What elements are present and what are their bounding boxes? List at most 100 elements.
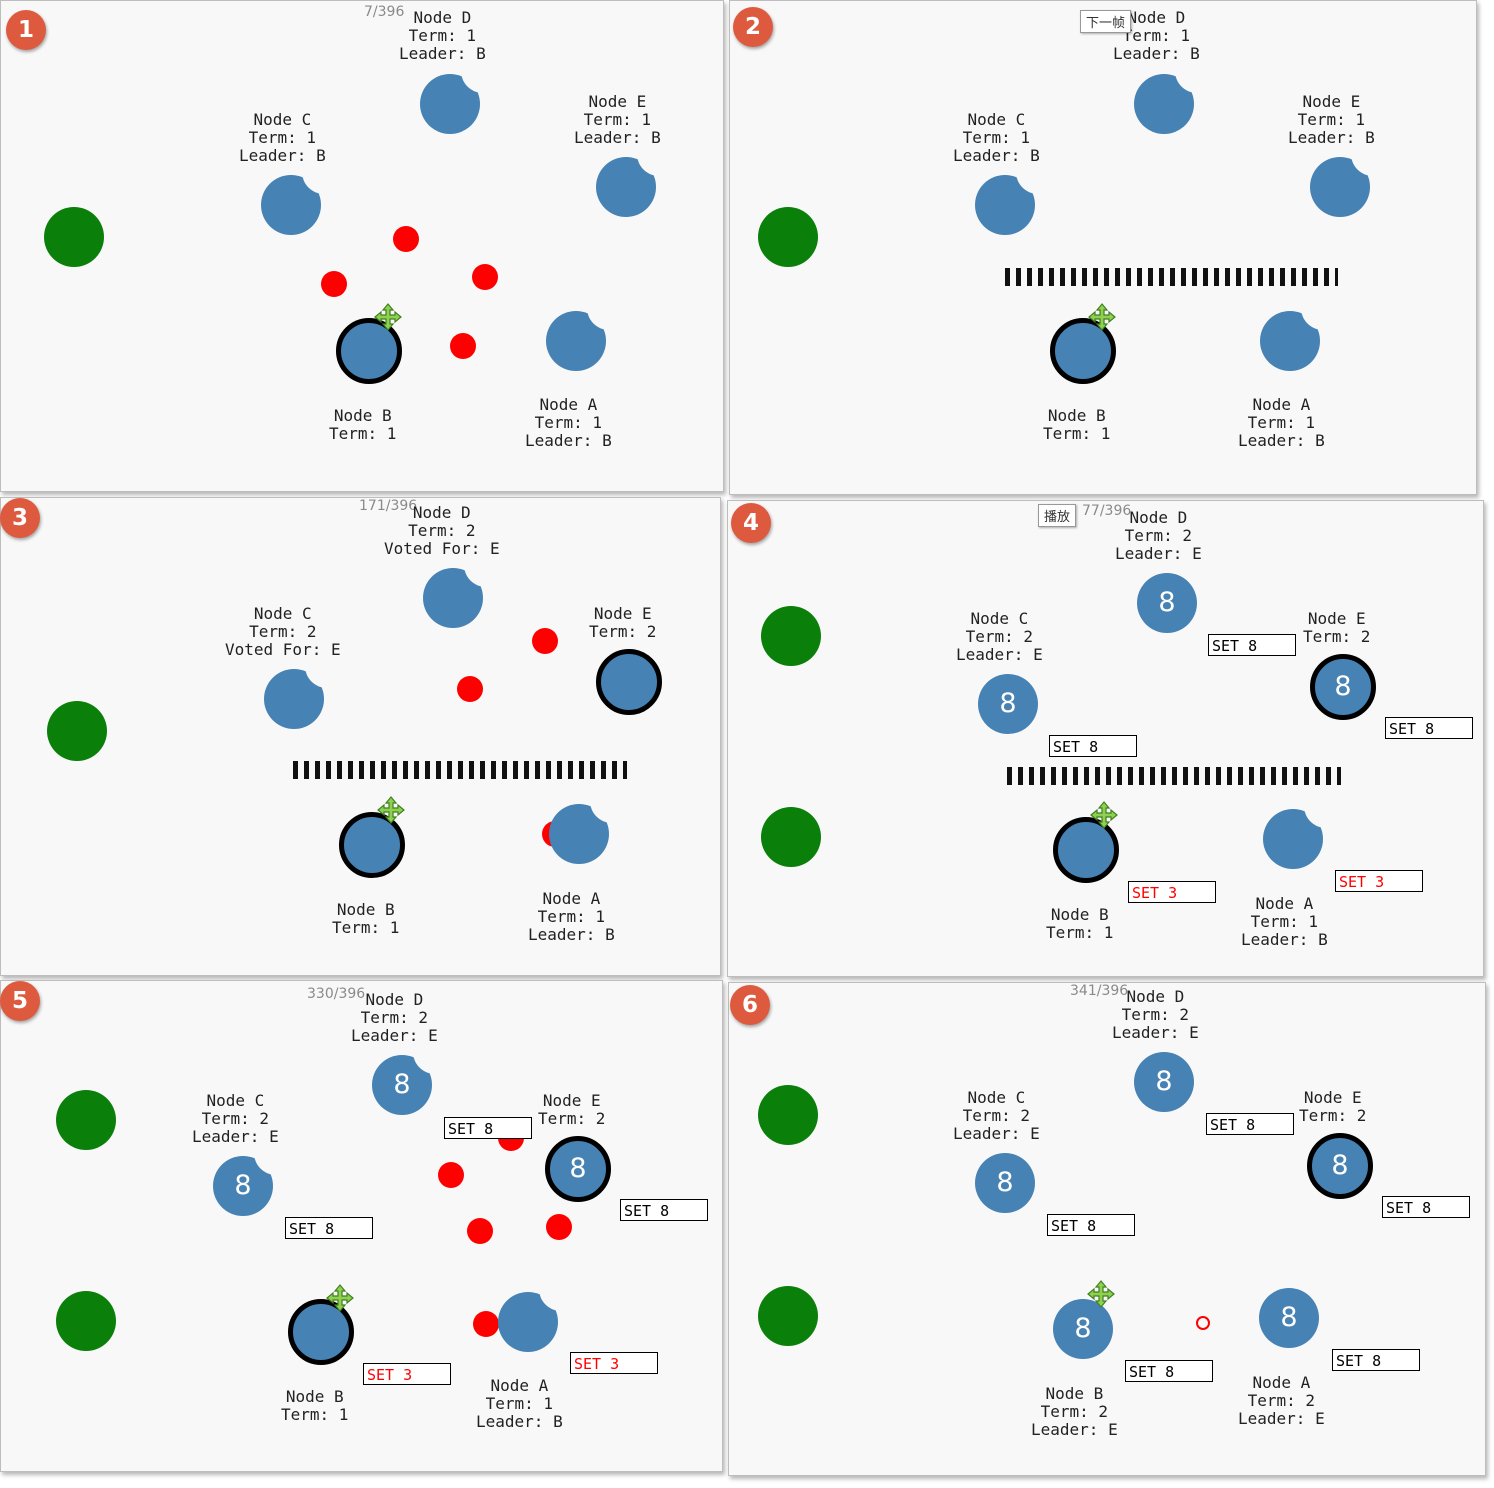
panel-4: 77/396 播放 Node D Term: 2 Leader: E Node … [727, 500, 1484, 977]
node-c[interactable] [264, 666, 327, 729]
client[interactable] [758, 1286, 818, 1346]
node-e-label: Node E Term: 2 [538, 1091, 606, 1128]
client[interactable] [758, 1085, 818, 1145]
log-entry: SET 8 [620, 1199, 708, 1221]
node-d[interactable] [1134, 71, 1197, 134]
node-d-label: Node D Term: 2 Leader: E [1115, 508, 1202, 563]
notch [587, 308, 609, 330]
client[interactable] [47, 701, 107, 761]
step-badge: 3 [0, 498, 40, 538]
node-d[interactable]: 8 [1137, 573, 1197, 633]
node-b[interactable] [1050, 318, 1116, 384]
frame-counter: 330/396 [307, 986, 366, 1002]
log-entry: SET 8 [1385, 717, 1473, 739]
node-c-label: Node C Term: 2 Leader: E [953, 1088, 1040, 1143]
client[interactable] [761, 807, 821, 867]
node-e-label: Node E Term: 1 Leader: B [574, 92, 661, 147]
notch [590, 801, 612, 823]
node-d[interactable]: 8 [1134, 1052, 1194, 1112]
message [546, 1214, 572, 1240]
node-d[interactable]: 8 [372, 1052, 435, 1115]
node-d-label: Node D Term: 2 Leader: E [351, 990, 438, 1045]
node-a[interactable]: 8 [1259, 1288, 1319, 1348]
node-d[interactable] [423, 565, 486, 628]
node-b[interactable] [288, 1299, 354, 1365]
client[interactable] [761, 606, 821, 666]
log-entry-uncommitted: SET 3 [1335, 870, 1423, 892]
node-b[interactable] [339, 812, 405, 878]
network-partition[interactable] [1007, 767, 1341, 785]
node-e[interactable] [1310, 154, 1373, 217]
notch [1304, 806, 1326, 828]
step-badge: 4 [731, 503, 771, 543]
notch [1016, 172, 1038, 194]
notch [1351, 154, 1373, 176]
notch [464, 565, 486, 587]
message [438, 1162, 464, 1188]
node-e-label: Node E Term: 2 [1303, 609, 1371, 646]
network-partition[interactable] [1005, 268, 1338, 286]
node-e[interactable] [596, 649, 662, 715]
step-badge: 2 [733, 7, 773, 47]
node-c[interactable] [975, 172, 1038, 235]
step-badge: 6 [730, 985, 770, 1025]
node-a[interactable] [549, 801, 612, 864]
notch [637, 154, 659, 176]
node-e[interactable]: 8 [1307, 1133, 1373, 1199]
node-value: 8 [1158, 587, 1176, 618]
node-c[interactable]: 8 [978, 674, 1038, 734]
node-e-label: Node E Term: 2 [589, 604, 657, 641]
move-icon[interactable] [1090, 801, 1118, 829]
panel-6: 341/396 Node D Term: 2 Leader: E Node C … [728, 982, 1486, 1476]
node-a[interactable] [498, 1289, 561, 1352]
next-frame-button[interactable]: 下一帧 [1080, 10, 1132, 33]
node-b[interactable] [336, 318, 402, 384]
log-entry: SET 8 [1125, 1360, 1213, 1382]
node-e-label: Node E Term: 2 [1299, 1088, 1367, 1125]
node-a[interactable] [1260, 308, 1323, 371]
log-entry-uncommitted: SET 3 [363, 1363, 451, 1385]
move-icon[interactable] [1087, 1280, 1115, 1308]
node-b[interactable] [1053, 817, 1119, 883]
move-icon[interactable] [374, 303, 402, 331]
node-value: 8 [1280, 1302, 1298, 1333]
frame-counter: 171/396 [359, 498, 418, 514]
panel-5: 330/396 Node D Term: 2 Leader: E Node C … [0, 980, 723, 1472]
frame-counter: 77/396 [1082, 503, 1132, 519]
node-c[interactable]: 8 [213, 1153, 276, 1216]
node-c-label: Node C Term: 1 Leader: B [239, 110, 326, 165]
message [467, 1218, 493, 1244]
node-a-label: Node A Term: 1 Leader: B [1241, 894, 1328, 949]
node-e-label: Node E Term: 1 Leader: B [1288, 92, 1375, 147]
node-b[interactable]: 8 [1053, 1299, 1113, 1359]
log-entry-uncommitted: SET 3 [570, 1352, 658, 1374]
move-icon[interactable] [326, 1284, 354, 1312]
node-c[interactable]: 8 [975, 1153, 1035, 1213]
node-b-label: Node B Term: 1 [329, 406, 397, 443]
node-value: 8 [234, 1170, 252, 1201]
node-a[interactable] [1263, 806, 1326, 869]
node-d-label: Node D Term: 2 Leader: E [1112, 987, 1199, 1042]
node-e[interactable]: 8 [1310, 654, 1376, 720]
play-button[interactable]: 播放 [1038, 504, 1077, 527]
node-c-label: Node C Term: 2 Leader: E [956, 609, 1043, 664]
node-a[interactable] [546, 308, 609, 371]
network-partition[interactable] [293, 761, 627, 779]
node-e[interactable] [596, 154, 659, 217]
node-d[interactable] [420, 71, 483, 134]
client[interactable] [44, 207, 104, 267]
node-a-label: Node A Term: 1 Leader: B [476, 1376, 563, 1431]
node-e[interactable]: 8 [545, 1136, 611, 1202]
frame-counter: 7/396 [364, 4, 405, 20]
client[interactable] [56, 1090, 116, 1150]
node-d-label: Node D Term: 2 Voted For: E [384, 503, 500, 558]
log-entry: SET 8 [1332, 1349, 1420, 1371]
log-entry-uncommitted: SET 3 [1128, 881, 1216, 903]
client[interactable] [56, 1291, 116, 1351]
move-icon[interactable] [377, 796, 405, 824]
move-icon[interactable] [1088, 303, 1116, 331]
log-entry: SET 8 [285, 1217, 373, 1239]
node-value: 8 [1155, 1066, 1173, 1097]
client[interactable] [758, 207, 818, 267]
node-c[interactable] [261, 172, 324, 235]
